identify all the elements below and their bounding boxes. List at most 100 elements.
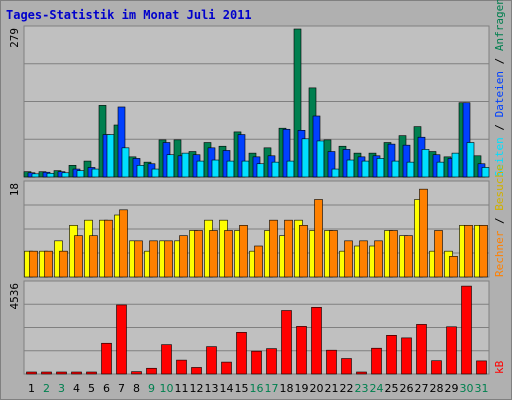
day-label: 31 <box>475 382 489 395</box>
kbytes-bar <box>56 371 67 375</box>
sites-bar <box>134 240 143 278</box>
pages-bar <box>91 168 100 178</box>
pages-bar <box>61 172 70 178</box>
sites-bar <box>149 240 158 278</box>
day-label: 2 <box>43 382 50 395</box>
sites-bar <box>89 235 98 278</box>
day-label: 12 <box>190 382 204 395</box>
kbytes-bar <box>41 371 52 375</box>
kbytes-bar <box>386 335 397 375</box>
legend-mid: Rechner / Besuche <box>493 164 506 277</box>
pages-bar <box>211 159 220 178</box>
kbytes-bar <box>101 342 112 375</box>
sites-bar <box>74 235 83 278</box>
day-label: 3 <box>58 382 65 395</box>
kbytes-bar <box>266 348 277 375</box>
day-label: 22 <box>340 382 354 395</box>
day-label: 7 <box>118 382 125 395</box>
files-bar <box>387 143 396 178</box>
sites-bar <box>104 219 113 278</box>
kbytes-bar <box>356 371 367 375</box>
pages-bar <box>406 161 415 178</box>
sites-bar <box>389 230 398 278</box>
day-label: 5 <box>88 382 95 395</box>
files-bar <box>462 102 471 178</box>
kbytes-bar <box>461 285 472 375</box>
sites-bar <box>419 188 428 278</box>
files-bar <box>237 134 246 178</box>
sites-bar <box>479 225 488 278</box>
pages-bar <box>226 160 235 178</box>
pages-bar <box>331 168 340 178</box>
kbytes-bar <box>221 361 232 375</box>
kbytes-bar <box>326 349 337 375</box>
sites-bar <box>239 225 248 278</box>
sites-bar <box>284 219 293 278</box>
day-label: 27 <box>415 382 429 395</box>
day-label: 11 <box>175 382 189 395</box>
pages-bar <box>436 161 445 178</box>
kbytes-bar <box>371 347 382 375</box>
day-label: 28 <box>430 382 444 395</box>
sites-bar <box>449 256 458 278</box>
pages-bar <box>466 142 475 178</box>
sites-bar <box>59 250 68 278</box>
day-label: 1 <box>28 382 35 395</box>
legend-top: Seiten / Dateien / Anfragen <box>493 0 506 177</box>
pages-bar <box>136 165 145 178</box>
pages-bar <box>481 167 490 178</box>
day-label: 15 <box>235 382 249 395</box>
sites-bar <box>29 250 38 278</box>
kbytes-bar <box>446 326 457 375</box>
sites-bar <box>299 225 308 278</box>
kbytes-bar <box>86 371 97 375</box>
day-label: 20 <box>310 382 324 395</box>
legend-bottom: kB <box>493 360 506 374</box>
pages-bar <box>31 173 40 178</box>
day-label: 17 <box>265 382 279 395</box>
sites-bar <box>374 240 383 278</box>
kbytes-bar <box>431 360 442 375</box>
kbytes-bar <box>236 332 247 375</box>
kbytes-bar <box>176 359 187 375</box>
sites-bar <box>464 225 473 278</box>
kbytes-bar <box>476 360 487 375</box>
day-label: 25 <box>385 382 399 395</box>
y-max-label: 4536 <box>8 283 21 310</box>
pages-bar <box>46 172 55 178</box>
day-label: 30 <box>460 382 474 395</box>
sites-bar <box>209 230 218 278</box>
sites-bar <box>44 250 53 278</box>
pages-bar <box>196 160 205 178</box>
y-max-label: 279 <box>8 28 21 48</box>
day-label: 6 <box>103 382 110 395</box>
kbytes-bar <box>281 310 292 375</box>
pages-bar <box>286 160 295 178</box>
sites-bar <box>404 235 413 278</box>
day-label: 14 <box>220 382 234 395</box>
pages-bar <box>256 163 265 178</box>
day-label: 16 <box>250 382 264 395</box>
kbytes-bar <box>26 371 37 375</box>
day-label: 23 <box>355 382 369 395</box>
kbytes-bar <box>116 304 127 375</box>
kbytes-bar <box>206 346 217 375</box>
files-bar <box>117 106 126 178</box>
day-label: 24 <box>370 382 384 395</box>
day-label: 9 <box>148 382 155 395</box>
day-label: 26 <box>400 382 414 395</box>
day-label: 8 <box>133 382 140 395</box>
sites-bar <box>119 209 128 278</box>
kbytes-bar <box>416 324 427 375</box>
kbytes-bar <box>401 337 412 375</box>
sites-bar <box>179 235 188 278</box>
kbytes-bar <box>251 350 262 375</box>
sites-bar <box>359 240 368 278</box>
day-label: 21 <box>325 382 339 395</box>
pages-bar <box>151 168 160 178</box>
files-bar <box>402 144 411 178</box>
files-bar <box>327 151 336 178</box>
y-max-label: 18 <box>8 183 21 196</box>
kbytes-bar <box>71 371 82 375</box>
sites-bar <box>254 245 263 278</box>
